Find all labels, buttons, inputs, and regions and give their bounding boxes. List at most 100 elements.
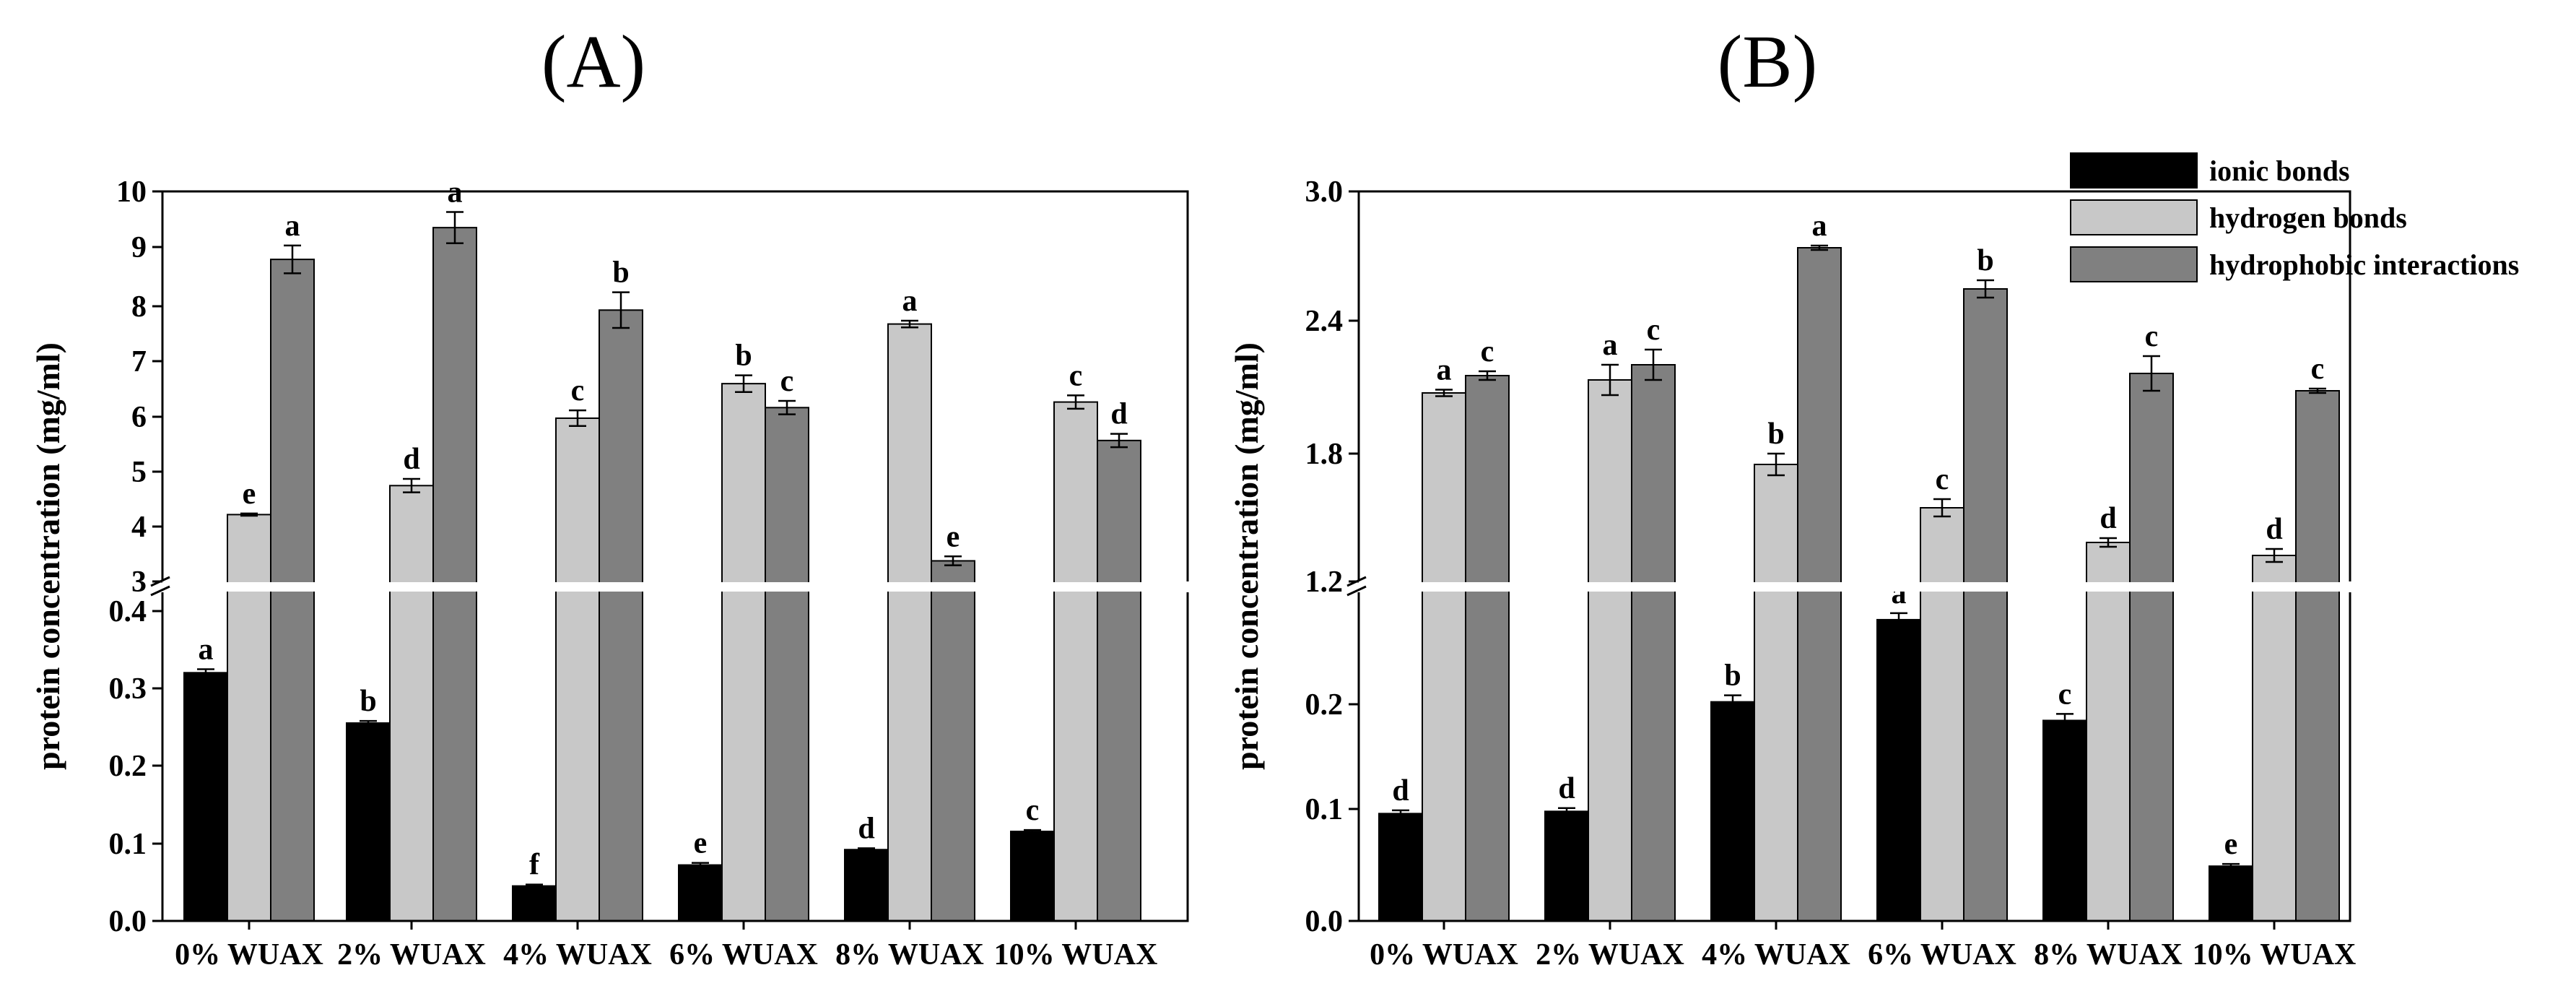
error-bar: [1392, 809, 1409, 818]
error-bar: [1811, 244, 1828, 251]
significance-label: d: [1558, 772, 1575, 805]
y-tick-label: 1.8: [1305, 438, 1344, 471]
significance-label: a: [1603, 329, 1618, 362]
bar-hydrophobic-interactions-1: [1631, 364, 1676, 922]
error-bar: [1890, 612, 1907, 628]
bar-ionic-bonds-1: [346, 722, 391, 922]
significance-label: d: [403, 443, 419, 476]
axis-break-gap: [1362, 582, 2347, 592]
y-tick-label: 0.1: [109, 828, 147, 861]
y-tick-label: 8: [131, 290, 147, 324]
bar-hydrophobic-interactions-1: [432, 227, 477, 922]
error-bar: [2222, 862, 2240, 870]
x-tick-label: 0% WUAX: [175, 938, 323, 971]
error-bar: [858, 847, 875, 852]
y-tick-label: 4: [131, 511, 147, 544]
error-bar: [240, 512, 258, 517]
error-bar: [735, 374, 752, 393]
bar-hydrogen-bonds-1: [389, 485, 434, 922]
significance-label: d: [858, 812, 874, 845]
y-tick-label: 9: [131, 231, 147, 264]
y-axis-label: protein concentration (mg/ml): [30, 342, 66, 770]
significance-label: d: [2266, 513, 2282, 546]
error-bar: [2143, 355, 2160, 392]
error-bar: [1479, 370, 1496, 381]
error-bar: [1933, 498, 1951, 518]
error-bar: [1645, 348, 1662, 381]
bar-hydrophobic-interactions-5: [1097, 439, 1141, 922]
significance-label: d: [2099, 502, 2116, 535]
significance-label: c: [2311, 352, 2325, 386]
plot-frame: [161, 190, 1189, 922]
bar-hydrophobic-interactions-5: [2295, 390, 2340, 922]
x-tick-label: 0% WUAX: [1370, 938, 1518, 971]
significance-label: e: [2224, 828, 2238, 861]
x-tick-label: 6% WUAX: [1868, 938, 2016, 971]
significance-label: c: [780, 365, 794, 398]
significance-label: b: [360, 685, 376, 718]
error-bar: [1558, 807, 1575, 816]
significance-label: c: [571, 374, 585, 407]
x-tick-label: 4% WUAX: [1702, 938, 1850, 971]
bar-ionic-bonds-2: [512, 885, 557, 922]
bar-hydrogen-bonds-0: [227, 514, 271, 922]
bar-ionic-bonds-0: [1378, 813, 1423, 922]
y-tick-label: 1.2: [1305, 566, 1344, 599]
error-bar: [284, 244, 301, 274]
bar-hydrogen-bonds-5: [1053, 401, 1098, 922]
error-bar: [403, 477, 420, 493]
bar-hydrogen-bonds-0: [1422, 392, 1466, 922]
x-tick-label: 6% WUAX: [669, 938, 818, 971]
bar-hydrophobic-interactions-4: [931, 560, 975, 922]
bar-ionic-bonds-3: [1876, 618, 1921, 922]
x-tick-label: 10% WUAX: [994, 938, 1158, 971]
legend-swatch-hydrogen-bonds: [2070, 199, 2198, 235]
legend-swatch-ionic-bonds: [2070, 152, 2198, 189]
bar-hydrophobic-interactions-3: [1963, 288, 2008, 922]
error-bar: [2056, 713, 2074, 728]
error-bar: [360, 719, 377, 727]
significance-label: e: [243, 477, 256, 511]
y-tick-label: 3.0: [1305, 176, 1344, 209]
y-tick-label: 0.0: [1305, 905, 1344, 938]
error-bar: [1767, 452, 1785, 477]
y-tick-label: 0.4: [109, 595, 147, 628]
error-bar: [1110, 433, 1128, 449]
significance-label: e: [694, 827, 708, 860]
y-tick-label: 5: [131, 456, 147, 489]
x-tick-label: 8% WUAX: [2034, 938, 2183, 971]
bar-ionic-bonds-4: [2042, 719, 2087, 922]
significance-label: c: [2058, 678, 2072, 711]
significance-label: c: [1936, 463, 1949, 496]
error-bar: [1977, 279, 1994, 299]
error-bar: [692, 862, 709, 868]
plot-frame: [1357, 190, 2351, 922]
x-tick-label: 2% WUAX: [337, 938, 486, 971]
legend-label: ionic bonds: [2209, 155, 2350, 187]
error-bar: [2266, 548, 2283, 563]
x-tick-label: 4% WUAX: [503, 938, 652, 971]
significance-label: b: [1977, 244, 1993, 277]
error-bar: [944, 555, 962, 566]
significance-label: d: [1110, 398, 1127, 431]
bar-ionic-bonds-4: [844, 849, 889, 922]
y-tick-label: 0.2: [1305, 688, 1344, 722]
axis-break-gap: [165, 582, 1185, 592]
bar-hydrogen-bonds-2: [1754, 464, 1798, 922]
error-bar: [1435, 389, 1453, 397]
x-tick-label: 2% WUAX: [1536, 938, 1684, 971]
y-tick-label: 2.4: [1305, 305, 1344, 338]
bar-hydrophobic-interactions-4: [2129, 373, 2174, 922]
error-bar: [526, 883, 543, 888]
bar-hydrophobic-interactions-3: [765, 407, 809, 922]
bar-ionic-bonds-5: [2209, 865, 2253, 922]
significance-label: b: [1767, 417, 1784, 451]
bar-hydrophobic-interactions-2: [599, 309, 643, 922]
y-tick-label: 7: [131, 345, 147, 378]
significance-label: a: [199, 633, 214, 666]
error-bar: [2099, 537, 2117, 548]
error-bar: [569, 409, 586, 428]
error-bar: [1024, 828, 1041, 834]
